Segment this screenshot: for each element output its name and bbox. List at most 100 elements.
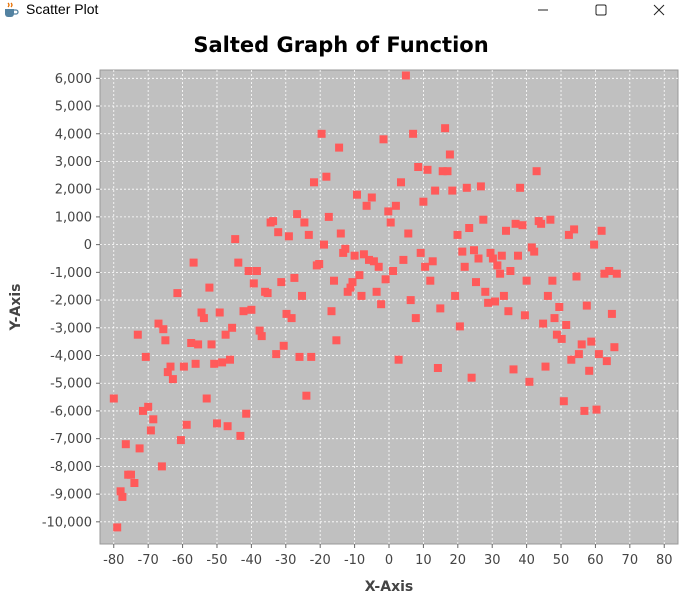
y-tick-label: 4,000 <box>55 127 92 142</box>
data-point <box>302 391 311 400</box>
data-point <box>506 267 515 275</box>
data-point <box>310 178 318 187</box>
data-point <box>522 276 531 285</box>
scatter-chart: Salted Graph of Function -80 -70 -60 -50 -40… <box>8 33 679 592</box>
data-point <box>335 143 344 152</box>
data-point <box>168 375 177 384</box>
data-point <box>539 319 548 328</box>
y-tick-label: -4,000 <box>50 349 92 364</box>
data-point <box>453 230 462 239</box>
data-point <box>141 352 150 361</box>
x-tick-label: 10 <box>415 553 432 568</box>
data-point <box>282 309 291 318</box>
data-point <box>592 405 601 414</box>
data-point <box>587 337 596 346</box>
data-point <box>502 226 510 235</box>
minimize-button[interactable] <box>520 0 566 20</box>
data-point <box>236 431 245 440</box>
data-point <box>130 479 139 487</box>
window-titlebar: Scatter Plot <box>0 0 682 20</box>
x-tick-label: 20 <box>450 553 467 568</box>
data-point <box>304 230 313 239</box>
x-tick-label: 60 <box>587 553 604 568</box>
data-point <box>346 283 355 292</box>
data-point <box>199 314 208 323</box>
data-point <box>520 311 529 320</box>
data-point <box>572 272 581 281</box>
data-point <box>343 287 352 296</box>
data-point <box>133 330 142 339</box>
data-point <box>284 232 293 241</box>
data-point <box>109 394 118 403</box>
data-point <box>559 397 568 406</box>
x-tick-label: -80 <box>103 553 124 568</box>
data-point <box>460 262 469 271</box>
data-point <box>263 289 272 298</box>
data-point <box>279 341 288 350</box>
close-button[interactable] <box>636 0 682 20</box>
data-point <box>491 297 499 306</box>
data-point <box>157 462 166 471</box>
data-point <box>307 352 316 361</box>
data-point <box>404 229 413 238</box>
data-point <box>580 406 589 415</box>
data-point <box>381 275 390 284</box>
data-point <box>274 228 283 237</box>
x-tick-label: -60 <box>172 553 193 568</box>
data-point <box>602 357 611 366</box>
data-point <box>411 314 420 323</box>
data-point <box>163 368 172 377</box>
data-point <box>428 257 437 266</box>
y-tick-label: -7,000 <box>50 432 92 447</box>
data-point <box>231 235 240 244</box>
data-point <box>612 269 621 278</box>
data-point <box>610 343 619 352</box>
data-point <box>509 365 518 374</box>
data-point <box>470 246 478 255</box>
data-point <box>530 247 539 256</box>
data-point <box>486 248 495 257</box>
data-point <box>118 492 127 501</box>
data-point <box>369 257 378 266</box>
data-point <box>127 470 135 479</box>
data-point <box>359 250 368 259</box>
data-point <box>451 291 460 300</box>
data-point <box>570 225 579 234</box>
y-axis-label: Y-Axis <box>8 284 24 332</box>
data-point <box>379 135 388 144</box>
data-point <box>139 406 147 415</box>
data-point <box>239 307 248 316</box>
data-point <box>213 419 221 428</box>
x-axis-label: X-Axis <box>365 579 413 592</box>
data-point <box>194 340 203 349</box>
data-point <box>146 426 155 435</box>
data-point <box>414 163 423 171</box>
data-point <box>476 182 485 191</box>
data-point <box>467 373 476 382</box>
data-point <box>391 201 400 210</box>
window-title: Scatter Plot <box>26 1 99 17</box>
data-point <box>205 283 214 292</box>
x-tick-label: 0 <box>385 553 393 568</box>
data-point <box>242 409 251 418</box>
data-point <box>484 298 493 307</box>
data-point <box>525 377 534 386</box>
data-point <box>504 307 513 316</box>
data-point <box>488 254 497 263</box>
axes: -80 -70 -60 -50 -40 -30 -20 -10 0 10 20 30 40 50 60 70 8… <box>42 72 673 568</box>
data-point <box>516 183 525 192</box>
data-point <box>479 215 488 224</box>
data-point <box>218 358 227 367</box>
x-tick-label: -30 <box>275 553 296 568</box>
data-point <box>149 415 158 424</box>
data-point <box>441 124 450 133</box>
data-points <box>109 71 621 532</box>
data-point <box>548 276 557 285</box>
data-point <box>226 355 234 364</box>
data-point <box>207 340 216 349</box>
data-point <box>389 267 398 275</box>
data-point <box>472 278 480 287</box>
maximize-button[interactable] <box>578 0 624 20</box>
data-point <box>600 269 609 278</box>
data-point <box>330 276 338 285</box>
